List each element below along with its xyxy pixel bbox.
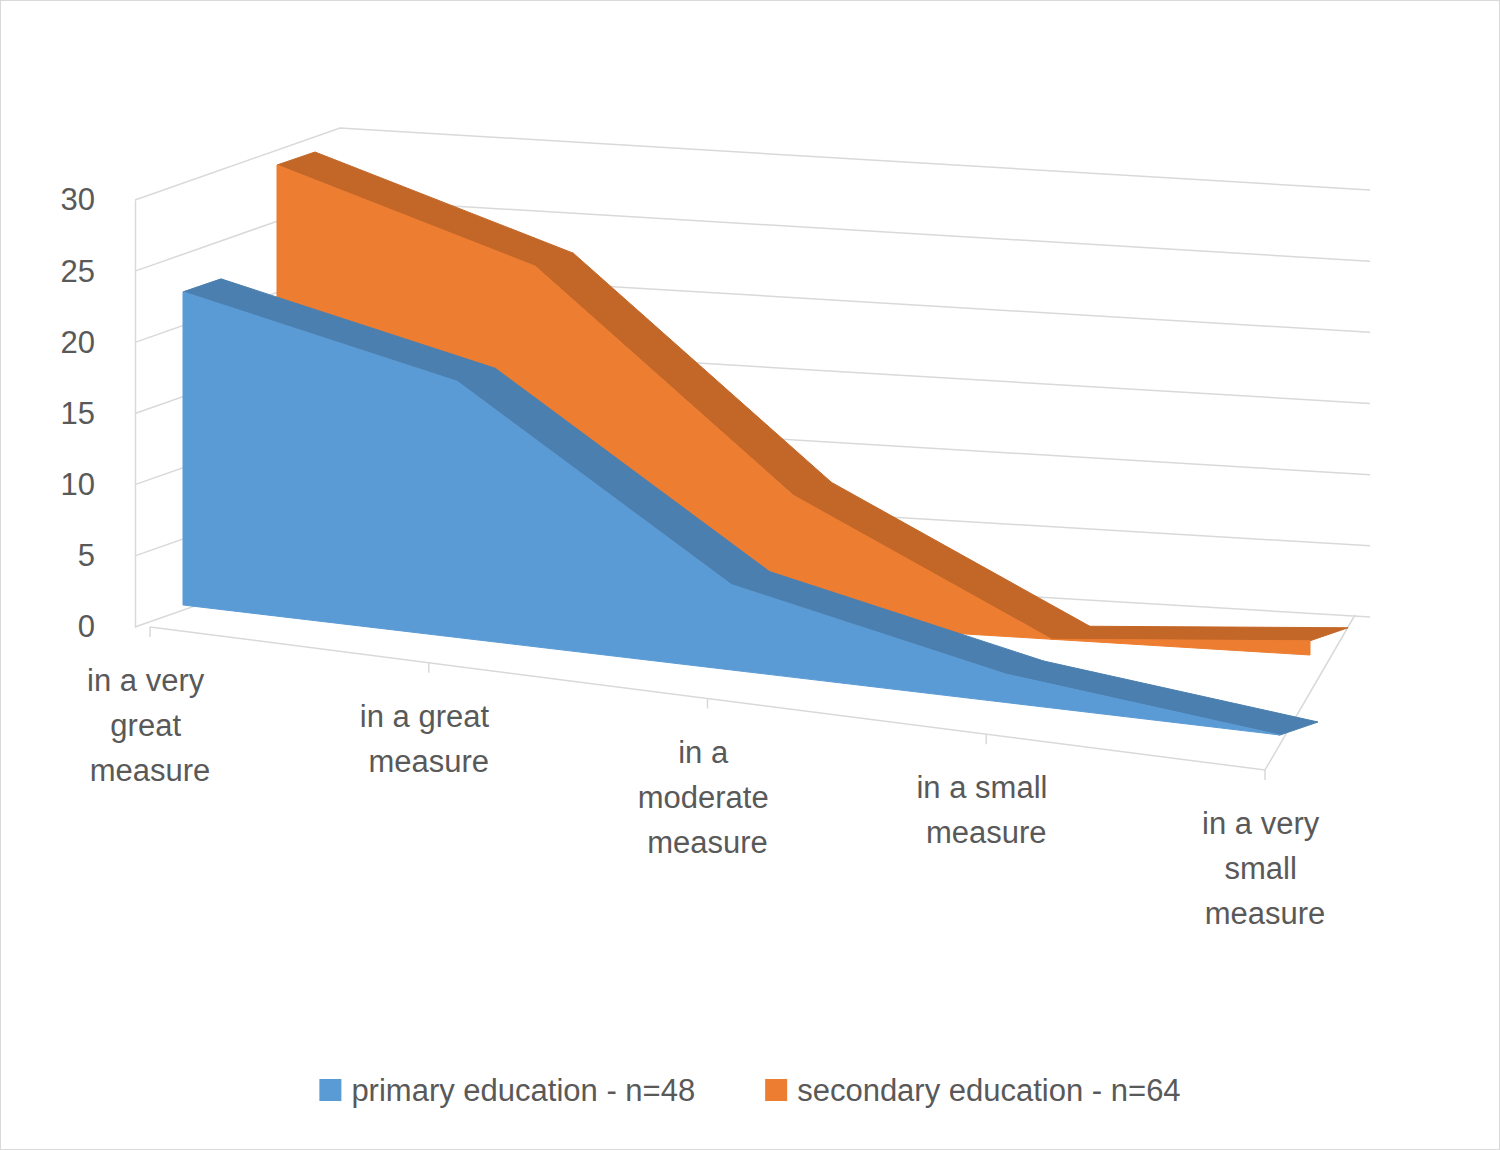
tick: 25	[61, 254, 135, 289]
category-tick	[1264, 770, 1266, 780]
category-label-line: measure	[926, 815, 1047, 850]
category-label-line: small	[1225, 851, 1306, 886]
legend-label: secondary education - n=64	[797, 1073, 1180, 1108]
category-label: in a small measure	[916, 770, 1056, 850]
tick-label: 0	[78, 609, 95, 644]
tick: 5	[78, 538, 135, 573]
category-label-line: measure	[90, 753, 211, 788]
chart: 051015202530in a very great measurein a …	[0, 0, 1500, 1150]
tick: 0	[78, 609, 135, 644]
tick-label: 20	[61, 325, 95, 360]
category-label-line: in a small	[916, 770, 1056, 805]
chart-border	[1, 1, 1500, 1150]
tick: 20	[61, 325, 135, 360]
category-tick	[986, 734, 988, 744]
legend-item: primary education - n=48	[319, 1073, 695, 1108]
category-label-line: in a great	[360, 699, 498, 734]
legend: primary education - n=48 secondary educat…	[319, 1073, 1180, 1108]
tick-label: 15	[61, 396, 95, 431]
legend-swatch	[765, 1079, 787, 1101]
category-label-line: measure	[368, 744, 489, 779]
legend-label: primary education - n=48	[351, 1073, 695, 1108]
category-label: in a very small measure	[1202, 806, 1328, 931]
category-tick	[428, 663, 430, 673]
category-label-line: measure	[1205, 896, 1326, 931]
category-label: in a moderate measure	[638, 735, 778, 860]
category-tick	[707, 699, 709, 709]
axis-line	[135, 201, 137, 628]
category-label-line: measure	[647, 825, 768, 860]
legend-swatch	[319, 1079, 341, 1101]
category-label-line: great	[110, 708, 189, 743]
tick-label: 10	[61, 467, 95, 502]
tick: 10	[61, 467, 135, 502]
category-label: in a great measure	[360, 699, 498, 779]
area-top-band	[1052, 626, 1348, 641]
series-area	[183, 279, 1318, 735]
tick-label: 30	[61, 182, 95, 217]
tick: 30	[61, 182, 135, 217]
category-label-line: in a very	[87, 663, 213, 698]
category-label-line: in a	[678, 735, 737, 770]
tick: 15	[61, 396, 135, 431]
category-label: in a very great measure	[87, 663, 213, 788]
category-tick	[149, 627, 151, 637]
y-axis: 0 5 10 15 20 25 30	[61, 182, 136, 644]
tick-label: 5	[78, 538, 95, 573]
tick-label: 25	[61, 254, 95, 289]
area-face	[183, 292, 1280, 735]
plot-area	[183, 152, 1348, 735]
x-axis: in a very great measurein a great measur…	[87, 663, 1328, 931]
category-label-line: in a very	[1202, 806, 1328, 841]
category-label-line: moderate	[638, 780, 778, 815]
legend-item: secondary education - n=64	[765, 1073, 1180, 1108]
